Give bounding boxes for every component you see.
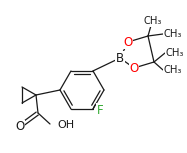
Text: O: O (123, 35, 133, 49)
Text: O: O (129, 62, 139, 75)
Text: OH: OH (57, 120, 74, 130)
Text: CH₃: CH₃ (164, 29, 182, 39)
Text: F: F (97, 103, 103, 116)
Text: CH₃: CH₃ (144, 16, 162, 26)
Text: B: B (116, 52, 124, 65)
Text: O: O (15, 121, 25, 134)
Text: CH₃: CH₃ (164, 65, 182, 75)
Text: CH₃: CH₃ (166, 48, 184, 58)
